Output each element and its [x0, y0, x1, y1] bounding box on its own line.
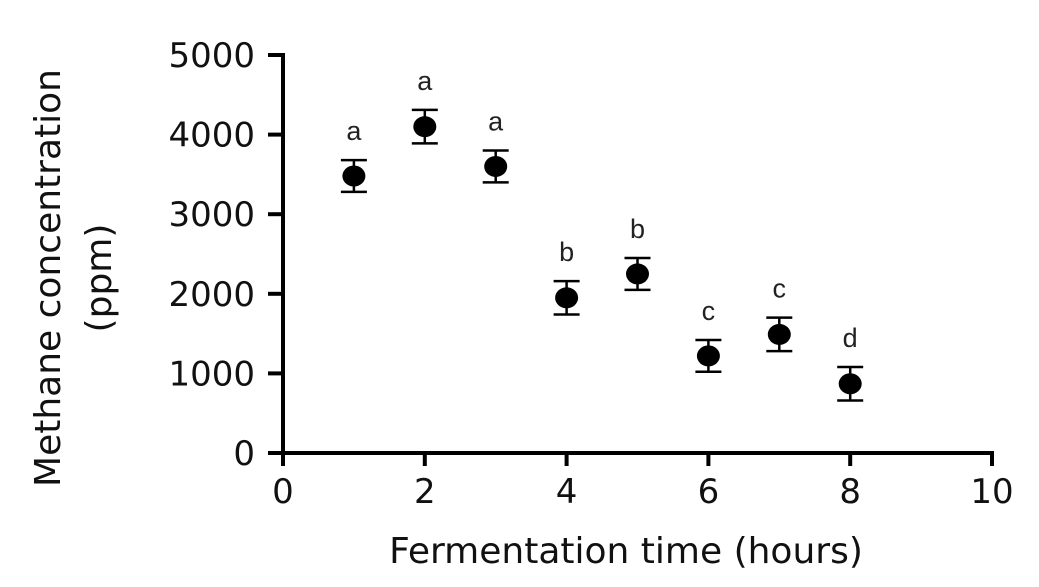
- y-axis-title: Methane concentration (ppm): [28, 69, 120, 487]
- significance-letter: d: [843, 323, 858, 353]
- y-tick-label: 5000: [168, 36, 255, 76]
- significance-letter: a: [417, 66, 433, 96]
- x-axis-title: Fermentation time (hours): [389, 531, 863, 572]
- y-tick-label: 0: [233, 434, 255, 474]
- significance-letter: b: [559, 237, 574, 267]
- tick-labels: 0 1000 2000 3000 4000 5000 0 2 4 6 8 10: [168, 36, 1013, 512]
- marker-circle: [555, 287, 579, 309]
- x-tick-label: 4: [556, 472, 578, 512]
- data-point: a: [340, 116, 367, 194]
- data-points: a a a b b c c d: [340, 66, 864, 402]
- data-point: b: [624, 214, 651, 292]
- x-tick-label: 8: [839, 472, 861, 512]
- marker-circle: [626, 263, 649, 285]
- x-axis-title-text: Fermentation time (hours): [389, 531, 863, 572]
- data-point: d: [837, 323, 864, 402]
- data-point: a: [482, 107, 509, 184]
- significance-letter: b: [630, 214, 645, 244]
- marker-circle: [838, 373, 862, 395]
- marker-circle: [484, 155, 508, 177]
- x-tick-label: 10: [970, 472, 1013, 512]
- data-point: c: [695, 296, 722, 374]
- marker-circle: [767, 323, 791, 345]
- axes: [268, 53, 994, 466]
- data-point: b: [553, 237, 580, 316]
- y-axis-title-line: Methane concentration: [28, 69, 69, 487]
- y-tick-label: 4000: [168, 116, 255, 156]
- data-point: a: [411, 66, 438, 145]
- y-tick-label: 3000: [168, 195, 255, 235]
- y-axis-title-line: (ppm): [79, 224, 120, 333]
- significance-letter: c: [702, 296, 716, 326]
- data-point: c: [766, 274, 793, 353]
- y-tick-label: 1000: [168, 354, 255, 394]
- significance-letter: c: [773, 274, 787, 304]
- significance-letter: a: [488, 107, 504, 137]
- significance-letter: a: [346, 116, 362, 146]
- marker-circle: [696, 345, 720, 367]
- y-tick-label: 2000: [168, 275, 255, 315]
- marker-circle: [413, 116, 437, 138]
- x-tick-label: 6: [698, 472, 720, 512]
- x-tick-label: 2: [414, 472, 436, 512]
- marker-circle: [342, 165, 366, 187]
- x-tick-label: 0: [272, 472, 294, 512]
